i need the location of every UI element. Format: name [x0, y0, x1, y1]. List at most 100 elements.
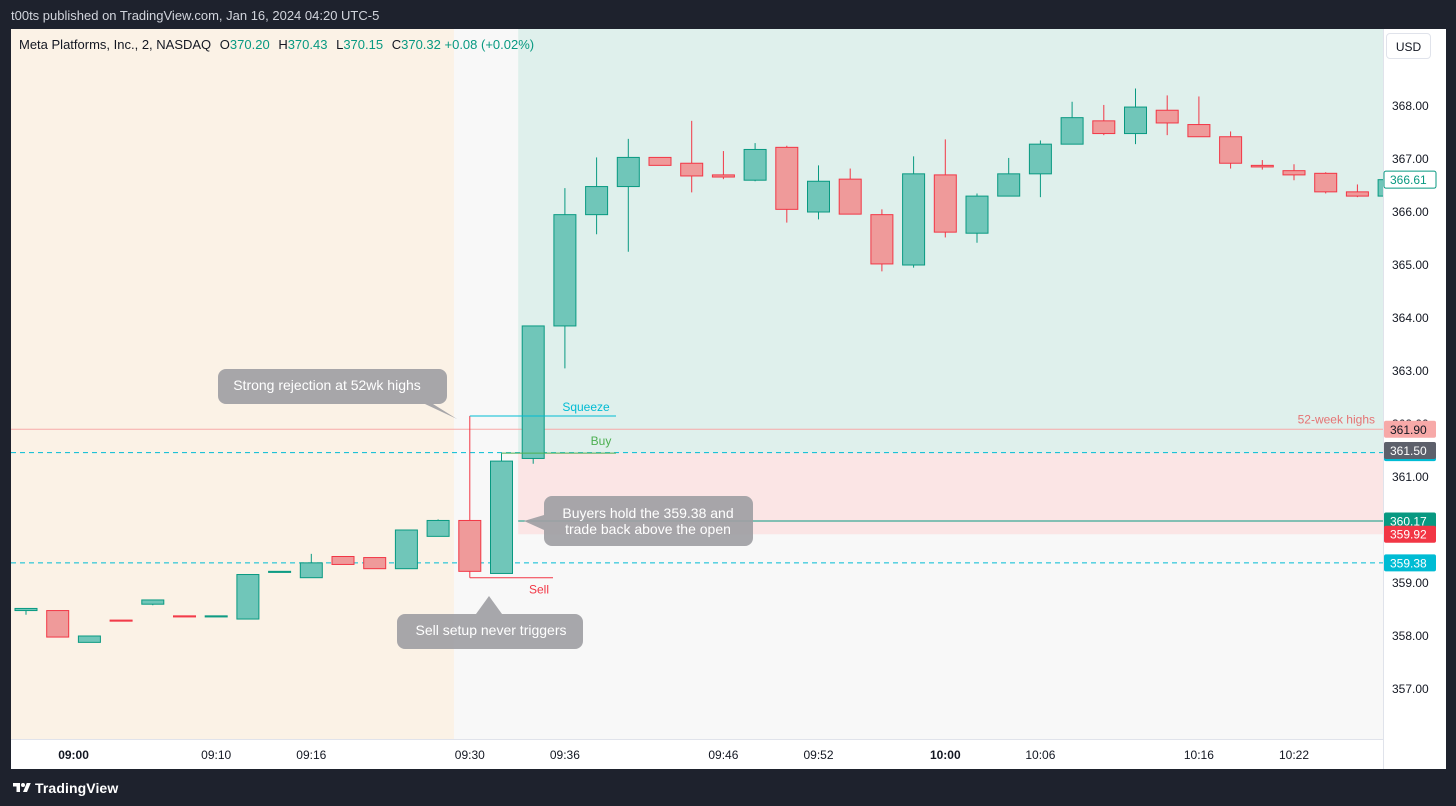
level-price-tag-bg	[1384, 554, 1436, 572]
candle-body	[1187, 124, 1211, 138]
candlestick-chart[interactable]: 52-week highs Squeeze Buy Sell Strong reje…	[11, 29, 1446, 769]
candle-body	[743, 148, 767, 181]
candle-body	[838, 178, 862, 215]
candle-body	[680, 162, 704, 177]
callout-rejection-text: Strong rejection at 52wk highs	[233, 377, 421, 393]
x-tick-label: 10:00	[930, 748, 961, 762]
candle-body	[299, 562, 323, 579]
y-tick-label: 365.00	[1392, 258, 1429, 272]
candle-body	[141, 599, 165, 605]
candle-body	[1155, 109, 1179, 124]
candle-body	[458, 519, 482, 572]
callout-rejection	[218, 369, 457, 419]
y-tick-label: 368.00	[1392, 99, 1429, 113]
axis-price-tag: 361.50	[1390, 444, 1427, 458]
y-tick-label: 359.00	[1392, 576, 1429, 590]
time-axis-bg	[11, 739, 1383, 769]
high-label: H	[278, 37, 288, 52]
axes: 357.00358.00359.00360.00361.00362.00363.…	[11, 29, 1446, 769]
y-tick-label: 363.00	[1392, 364, 1429, 378]
symbol-name: Meta Platforms, Inc., 2, NASDAQ	[19, 37, 212, 52]
level-label: 52-week highs	[1298, 412, 1375, 426]
tradingview-brand: TradingView	[35, 780, 119, 796]
squeeze-label: Squeeze	[562, 400, 610, 414]
candle-body	[46, 610, 70, 638]
x-tick-label: 10:16	[1184, 748, 1214, 762]
level-price-tag-bg	[1384, 420, 1436, 438]
candle-body	[109, 619, 133, 622]
axis-price-tag: 366.61	[1390, 173, 1427, 187]
candle-body	[997, 173, 1021, 197]
axis-price-tag-bg	[1384, 442, 1436, 459]
candles	[14, 88, 1401, 643]
candle-body	[204, 615, 228, 618]
candle-body	[363, 557, 387, 570]
chart-area[interactable]: 52-week highs Squeeze Buy Sell Strong reje…	[11, 29, 1446, 769]
candle-body	[14, 607, 38, 612]
x-tick-label: 09:16	[296, 748, 326, 762]
axis-price-tag-bg	[1383, 170, 1437, 189]
candle-body	[1092, 120, 1116, 135]
candle-body	[1219, 136, 1243, 164]
candle-body	[1250, 164, 1274, 168]
candle-body	[236, 574, 260, 620]
candle-body	[77, 635, 101, 643]
candle-body	[870, 214, 894, 265]
x-tick-label: 10:22	[1279, 748, 1309, 762]
callout-sell-text: Sell setup never triggers	[416, 622, 567, 638]
candle-body	[775, 146, 799, 210]
y-tick-label: 358.00	[1392, 629, 1429, 643]
buy-label: Buy	[591, 434, 612, 448]
candle-body	[1060, 117, 1084, 145]
callout-sell	[397, 596, 583, 649]
x-tick-label: 09:52	[803, 748, 833, 762]
candle-body	[585, 186, 609, 216]
tradingview-logo-icon	[13, 783, 31, 792]
close-value: 370.32	[401, 37, 441, 52]
x-tick-label: 10:06	[1025, 748, 1055, 762]
callout-buyers-text-line1: Buyers hold the 359.38 and	[562, 505, 733, 521]
sell-label: Sell	[529, 583, 549, 597]
axis-price-tag-bg	[1384, 525, 1436, 543]
x-tick-label: 09:30	[455, 748, 485, 762]
price-axis-bg	[1383, 29, 1446, 769]
y-tick-label: 366.00	[1392, 205, 1429, 219]
x-tick-label: 09:10	[201, 748, 231, 762]
symbol-legend: Meta Platforms, Inc., 2, NASDAQ O370.20 …	[19, 37, 534, 52]
candle-body	[648, 156, 672, 166]
high-value: 370.43	[287, 37, 328, 52]
position-zones	[518, 29, 1383, 535]
footer-bar: TradingView	[0, 769, 1456, 806]
axis-price-tag-bg	[1384, 512, 1436, 530]
publisher-header: t00ts published on TradingView.com, Jan …	[11, 8, 380, 23]
axis-price-tag: 359.92	[1390, 528, 1427, 542]
candle-body	[807, 180, 830, 213]
candle-body	[711, 174, 735, 178]
candle-body	[1124, 106, 1147, 135]
low-value: 370.15	[343, 37, 384, 52]
low-label: L	[336, 37, 344, 52]
y-tick-label: 357.00	[1392, 682, 1429, 696]
x-tick-label: 09:36	[550, 748, 580, 762]
candle-body	[1345, 191, 1369, 197]
x-tick-label: 09:46	[708, 748, 738, 762]
candle-body	[1282, 170, 1306, 176]
candle-body	[331, 556, 355, 565]
open-value: 370.20	[229, 37, 270, 52]
annotations: Strong rejection at 52wk highs Buyers hol…	[218, 369, 753, 649]
candle-body	[902, 173, 926, 266]
callout-buyers	[524, 496, 753, 546]
y-tick-label: 367.00	[1392, 152, 1429, 166]
y-tick-label: 361.00	[1392, 470, 1429, 484]
setup-lines: Squeeze Buy Sell	[469, 400, 616, 597]
candle-body	[490, 460, 513, 574]
candle-body	[1028, 143, 1052, 175]
open-label: O	[219, 37, 230, 52]
candle-body	[965, 195, 989, 234]
candle-body	[1314, 172, 1338, 193]
candle-body	[173, 615, 196, 618]
axis-price-tag: 360.17	[1390, 514, 1427, 528]
callout-buyers-text-line2: trade back above the open	[565, 521, 731, 537]
currency-button[interactable]: USD	[1386, 33, 1431, 59]
close-label: C	[391, 37, 402, 52]
